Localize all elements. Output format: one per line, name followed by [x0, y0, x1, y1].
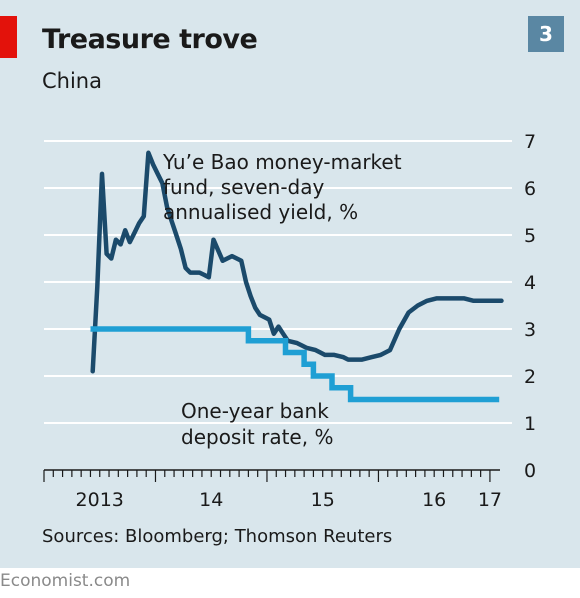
yield-series-label: annualised yield, % [163, 200, 358, 224]
y-tick-label: 1 [524, 413, 536, 435]
series-lines [90, 150, 504, 403]
x-tick-label: 15 [311, 489, 335, 511]
brand-red-tag [0, 16, 17, 58]
x-tick-label: 17 [478, 489, 502, 511]
deposit-rate-series-line [90, 326, 500, 403]
yield-series-line [90, 150, 504, 374]
y-tick-label: 7 [524, 131, 536, 153]
chart-title: Treasure trove [42, 24, 258, 55]
y-axis: 0 1 2 3 4 5 6 7 [524, 131, 536, 482]
deposit-series-label: deposit rate, % [181, 425, 333, 449]
line-chart: 2013 14 15 16 17 0 1 2 3 4 5 6 7 Yu’e Bao money-mar… [43, 131, 536, 511]
x-axis: 2013 14 15 16 17 [43, 469, 502, 511]
deposit-series-label: One-year bank [181, 399, 329, 423]
y-tick-label: 5 [524, 225, 536, 247]
y-tick-label: 3 [524, 319, 536, 341]
chart-number-badge: 3 [528, 16, 564, 52]
x-tick-label: 14 [199, 489, 223, 511]
y-tick-label: 6 [524, 178, 536, 200]
chart-subtitle: China [42, 69, 102, 93]
yield-series-label: Yu’e Bao money-market [162, 150, 402, 174]
x-tick-label: 2013 [76, 489, 124, 511]
y-tick-label: 4 [524, 272, 536, 294]
source-note: Sources: Bloomberg; Thomson Reuters [42, 526, 393, 547]
brand-footer: Economist.com [0, 571, 131, 591]
y-tick-label: 2 [524, 366, 536, 388]
yield-series-label: fund, seven-day [163, 175, 325, 199]
x-tick-label: 16 [422, 489, 446, 511]
y-tick-label: 0 [524, 460, 536, 482]
